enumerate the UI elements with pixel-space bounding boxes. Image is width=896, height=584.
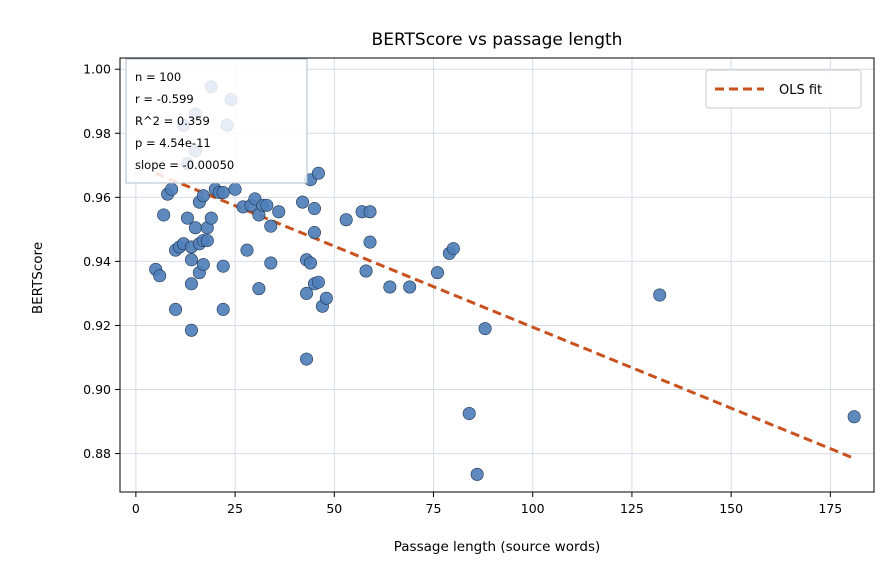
data-point (848, 411, 860, 423)
legend: OLS fit (706, 70, 861, 108)
data-point (340, 214, 352, 226)
x-axis-ticks: 0 25 50 75 100 125 150 175 (132, 492, 842, 516)
stats-line: n = 100 (135, 70, 181, 84)
data-point (265, 257, 277, 269)
data-point (463, 407, 475, 419)
data-point (253, 282, 265, 294)
data-point (153, 270, 165, 282)
data-point (360, 265, 372, 277)
data-point (403, 281, 415, 293)
y-tick-label: 0.96 (83, 190, 111, 205)
stats-line: r = -0.599 (135, 92, 194, 106)
data-point (261, 199, 273, 211)
data-point (296, 196, 308, 208)
data-point (320, 292, 332, 304)
data-point (265, 220, 277, 232)
data-point (312, 167, 324, 179)
data-point (185, 278, 197, 290)
data-point (364, 206, 376, 218)
data-point (217, 260, 229, 272)
chart-title: BERTScore vs passage length (372, 30, 623, 50)
stats-line: p = 4.54e-11 (135, 136, 211, 150)
x-tick-label: 125 (620, 501, 644, 516)
data-point (447, 242, 459, 254)
data-point (197, 258, 209, 270)
x-tick-label: 100 (521, 501, 545, 516)
legend-label: OLS fit (779, 83, 822, 98)
data-point (471, 468, 483, 480)
x-tick-label: 150 (719, 501, 743, 516)
data-point (201, 234, 213, 246)
data-point (308, 226, 320, 238)
data-point (229, 183, 241, 195)
y-axis-label: BERTScore (30, 242, 46, 314)
data-point (304, 257, 316, 269)
x-tick-label: 175 (818, 501, 842, 516)
y-tick-label: 0.88 (83, 446, 111, 461)
stats-line: R^2 = 0.359 (135, 114, 210, 128)
data-point (654, 289, 666, 301)
data-point (185, 324, 197, 336)
x-axis-label: Passage length (source words) (394, 539, 601, 555)
data-point (165, 183, 177, 195)
y-tick-label: 1.00 (83, 62, 111, 77)
data-point (169, 303, 181, 315)
x-tick-label: 50 (326, 501, 342, 516)
data-point (308, 202, 320, 214)
data-point (197, 190, 209, 202)
stats-line: slope = -0.00050 (135, 158, 234, 172)
x-tick-label: 75 (426, 501, 442, 516)
y-axis-ticks: 0.88 0.90 0.92 0.94 0.96 0.98 1.00 (83, 62, 120, 461)
data-point (273, 206, 285, 218)
data-point (312, 276, 324, 288)
y-tick-label: 0.90 (83, 382, 111, 397)
y-tick-label: 0.92 (83, 318, 111, 333)
data-point (205, 212, 217, 224)
y-tick-label: 0.98 (83, 126, 111, 141)
x-tick-label: 0 (132, 501, 140, 516)
data-point (241, 244, 253, 256)
data-point (384, 281, 396, 293)
data-point (479, 322, 491, 334)
data-point (189, 222, 201, 234)
data-point (364, 236, 376, 248)
data-point (185, 254, 197, 266)
data-point (217, 303, 229, 315)
data-point (431, 266, 443, 278)
y-tick-label: 0.94 (83, 254, 111, 269)
data-point (157, 209, 169, 221)
data-point (300, 353, 312, 365)
x-tick-label: 25 (227, 501, 243, 516)
data-point (217, 186, 229, 198)
stats-box: n = 100 r = -0.599 R^2 = 0.359 p = 4.54e… (126, 59, 307, 183)
